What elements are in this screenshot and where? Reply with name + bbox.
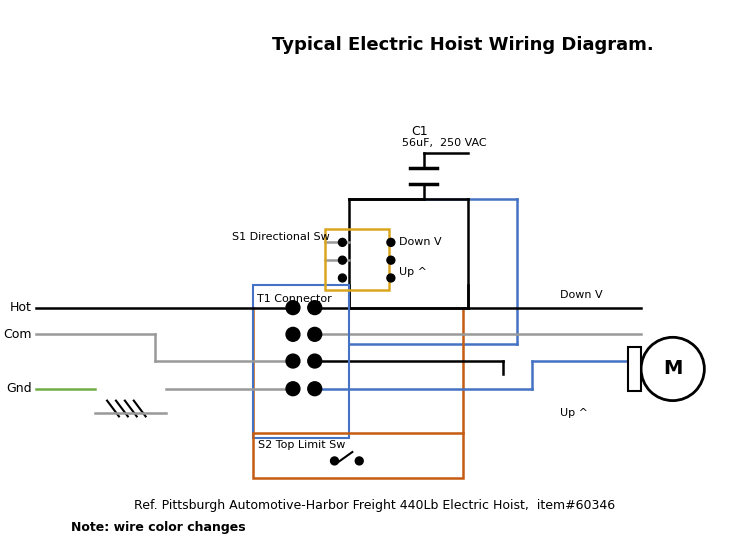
Text: Note: wire color changes: Note: wire color changes — [71, 521, 246, 534]
Circle shape — [355, 457, 363, 465]
Circle shape — [339, 238, 347, 246]
Circle shape — [286, 382, 300, 396]
Text: 56uF,  250 VAC: 56uF, 250 VAC — [402, 139, 486, 148]
Text: S2 Top Limit Sw: S2 Top Limit Sw — [258, 440, 346, 450]
Circle shape — [339, 256, 347, 264]
Text: Typical Electric Hoist Wiring Diagram.: Typical Electric Hoist Wiring Diagram. — [272, 35, 654, 54]
Circle shape — [286, 327, 300, 341]
Circle shape — [308, 301, 322, 315]
Text: M: M — [663, 359, 682, 379]
Bar — [253, 285, 350, 438]
Circle shape — [641, 337, 704, 401]
Circle shape — [308, 382, 322, 396]
Text: Down V: Down V — [399, 237, 442, 247]
Circle shape — [308, 354, 322, 368]
Text: Ref. Pittsburgh Automotive-Harbor Freight 440Lb Electric Hoist,  item#60346: Ref. Pittsburgh Automotive-Harbor Freigh… — [133, 499, 615, 512]
Circle shape — [308, 327, 322, 341]
Text: Gnd: Gnd — [7, 382, 32, 395]
Text: Up ^: Up ^ — [560, 408, 588, 418]
Circle shape — [387, 238, 394, 246]
Text: Up ^: Up ^ — [399, 267, 427, 277]
Circle shape — [330, 457, 339, 465]
Text: C1: C1 — [411, 125, 428, 138]
Circle shape — [339, 274, 347, 282]
Text: Com: Com — [4, 328, 32, 341]
Circle shape — [286, 301, 300, 315]
Circle shape — [387, 256, 394, 264]
Text: S1 Directional Sw: S1 Directional Sw — [232, 232, 330, 242]
Bar — [629, 347, 641, 391]
Text: T1 Connector: T1 Connector — [258, 294, 332, 304]
Text: Down V: Down V — [560, 290, 603, 300]
Text: Hot: Hot — [10, 301, 32, 314]
Bar — [253, 433, 463, 477]
Circle shape — [387, 274, 394, 282]
Bar — [325, 229, 389, 290]
Circle shape — [286, 354, 300, 368]
